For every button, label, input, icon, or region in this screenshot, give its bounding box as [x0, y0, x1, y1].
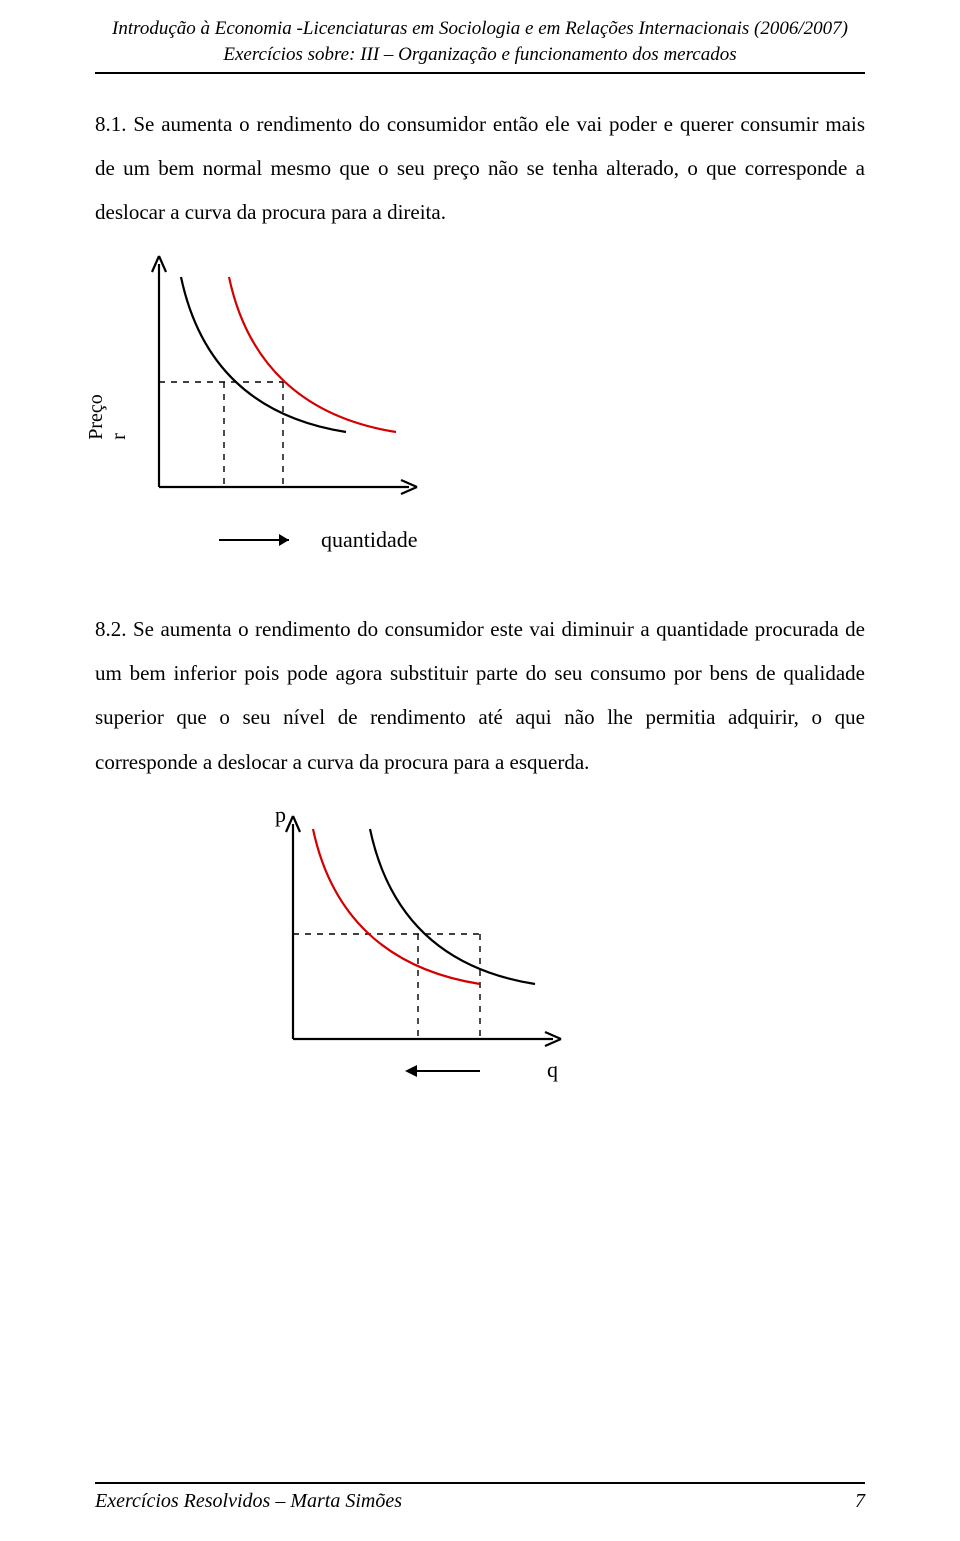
chart1-arrow-legend: quantidade: [121, 522, 441, 562]
chart1-y-axis-label: Preço r: [85, 395, 131, 441]
footer-page-number: 7: [855, 1490, 865, 1513]
chart1-x-axis-label: quantidade: [321, 527, 418, 552]
page-footer: Exercícios Resolvidos – Marta Simões 7: [95, 1482, 865, 1513]
chart2-svg: pq: [255, 804, 585, 1104]
chart-8-1: Preço r quantidade: [95, 252, 865, 567]
footer-left: Exercícios Resolvidos – Marta Simões: [95, 1490, 402, 1513]
footer-rule: [95, 1482, 865, 1484]
svg-text:q: q: [547, 1057, 558, 1082]
page-header-line1: Introdução à Economia -Licenciaturas em …: [95, 18, 865, 40]
svg-text:p: p: [275, 804, 286, 827]
chart1-svg: [121, 252, 441, 522]
chart-8-2: pq: [255, 804, 865, 1104]
section-8-2-text: 8.2. Se aumenta o rendimento do consumid…: [95, 607, 865, 783]
section-8-1-text: 8.1. Se aumenta o rendimento do consumid…: [95, 102, 865, 234]
page-header-line2: Exercícios sobre: III – Organização e fu…: [95, 44, 865, 66]
header-rule: [95, 72, 865, 74]
